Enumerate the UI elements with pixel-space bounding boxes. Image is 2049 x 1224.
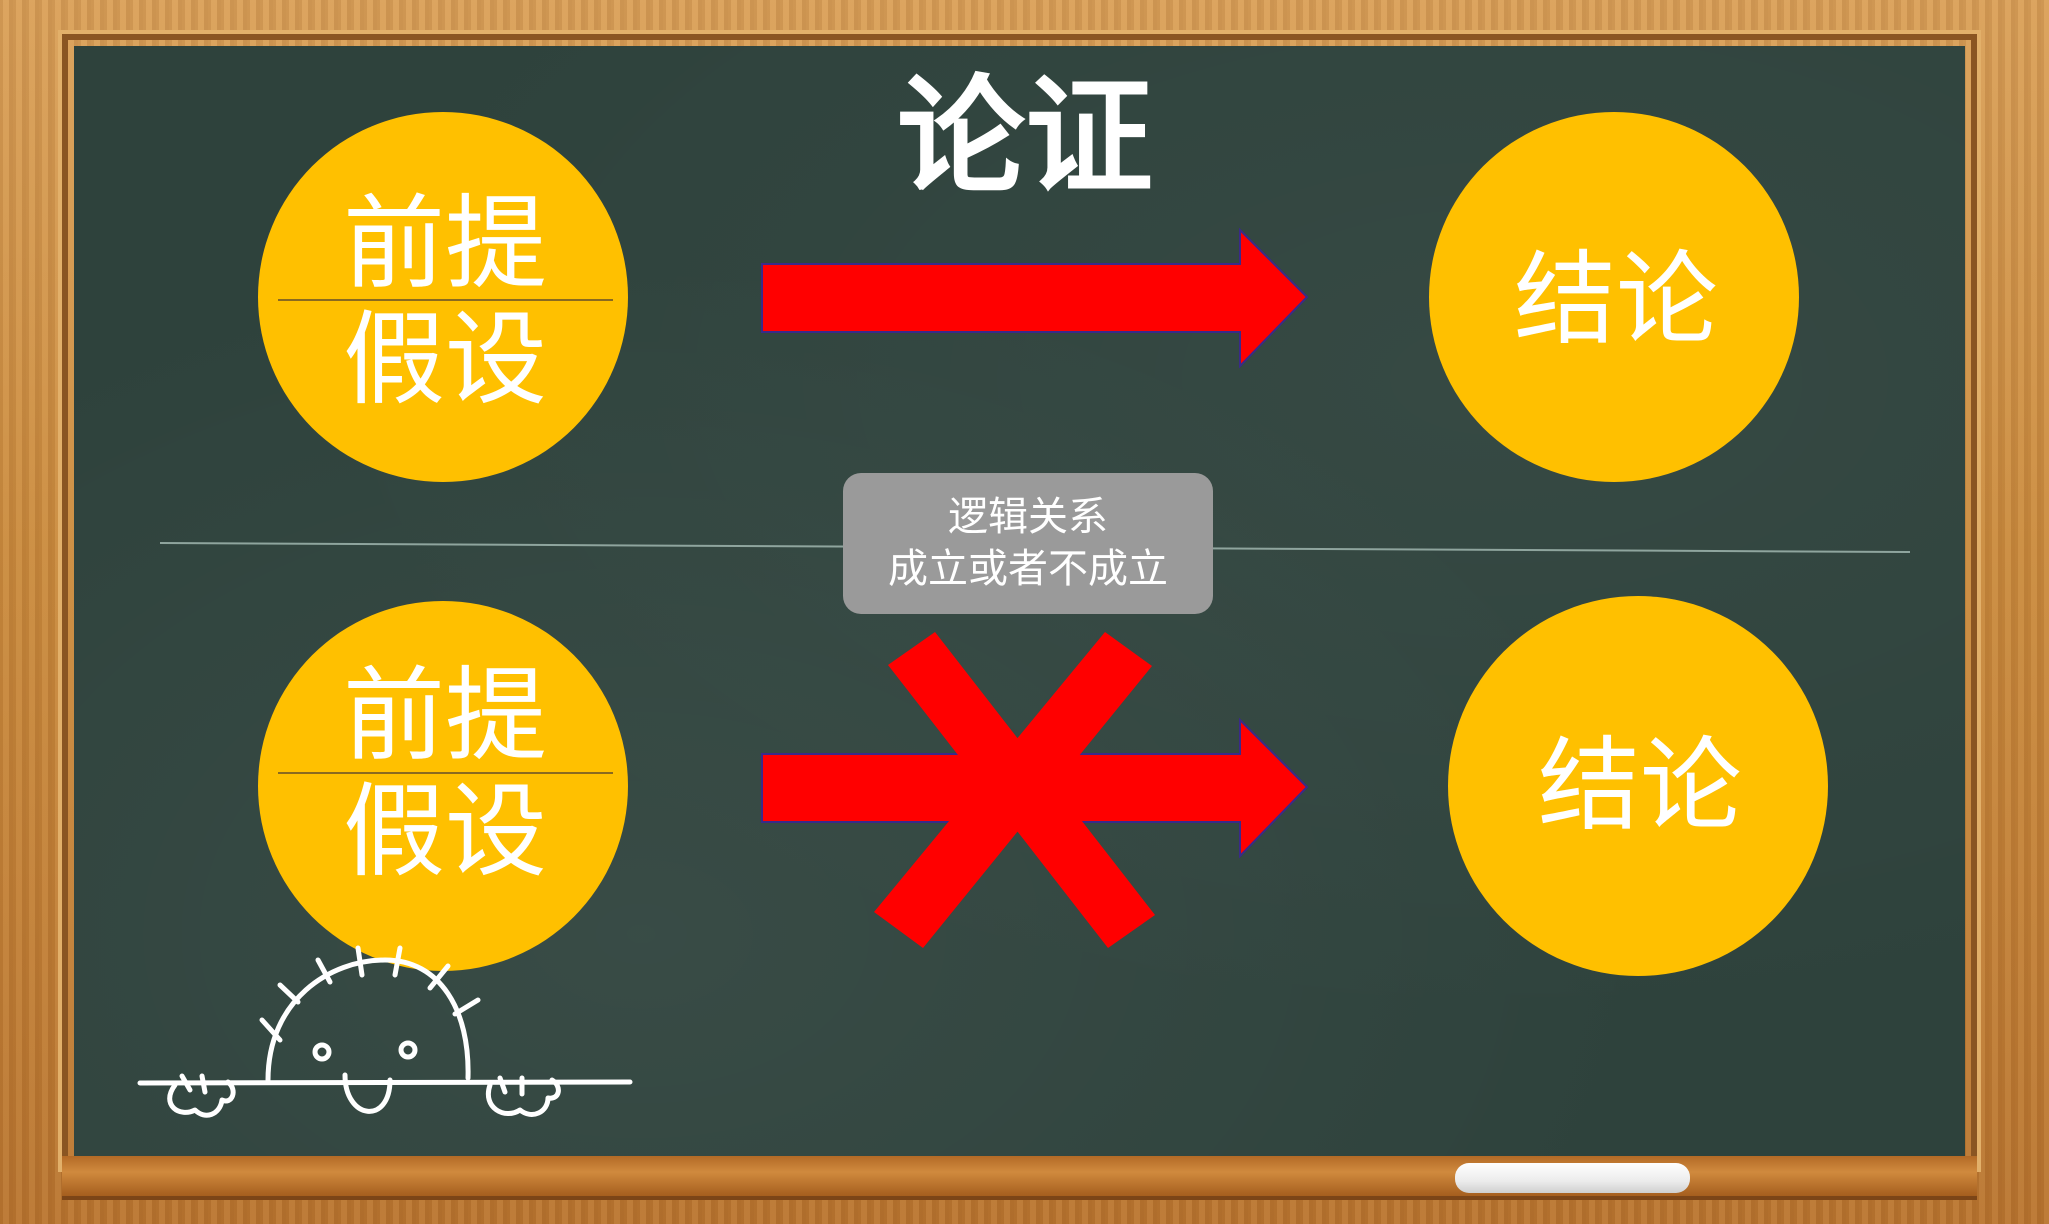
logic-callout: 逻辑关系 成立或者不成立	[843, 473, 1213, 614]
premise-label-bottom: 前提	[343, 657, 547, 776]
conclusion-label-bottom: 结论	[1538, 727, 1742, 846]
assumption-label-bottom: 假设	[343, 773, 547, 892]
callout-line1: 逻辑关系	[948, 494, 1108, 540]
premise-circle-top	[258, 112, 628, 482]
callout-line2: 成立或者不成立	[888, 546, 1168, 592]
premise-label-top: 前提	[343, 185, 547, 304]
right-arrow-top	[761, 227, 1309, 369]
conclusion-circle-top	[1429, 112, 1799, 482]
premise-circle-bottom	[258, 601, 628, 971]
chalk-piece	[1455, 1163, 1690, 1193]
conclusion-circle-bottom	[1448, 596, 1828, 976]
assumption-label-top: 假设	[343, 301, 547, 420]
conclusion-label-top: 结论	[1514, 241, 1718, 360]
x-cross	[874, 632, 1155, 948]
page-title: 论证	[896, 62, 1153, 212]
chalk-doodle-face	[137, 945, 633, 1118]
